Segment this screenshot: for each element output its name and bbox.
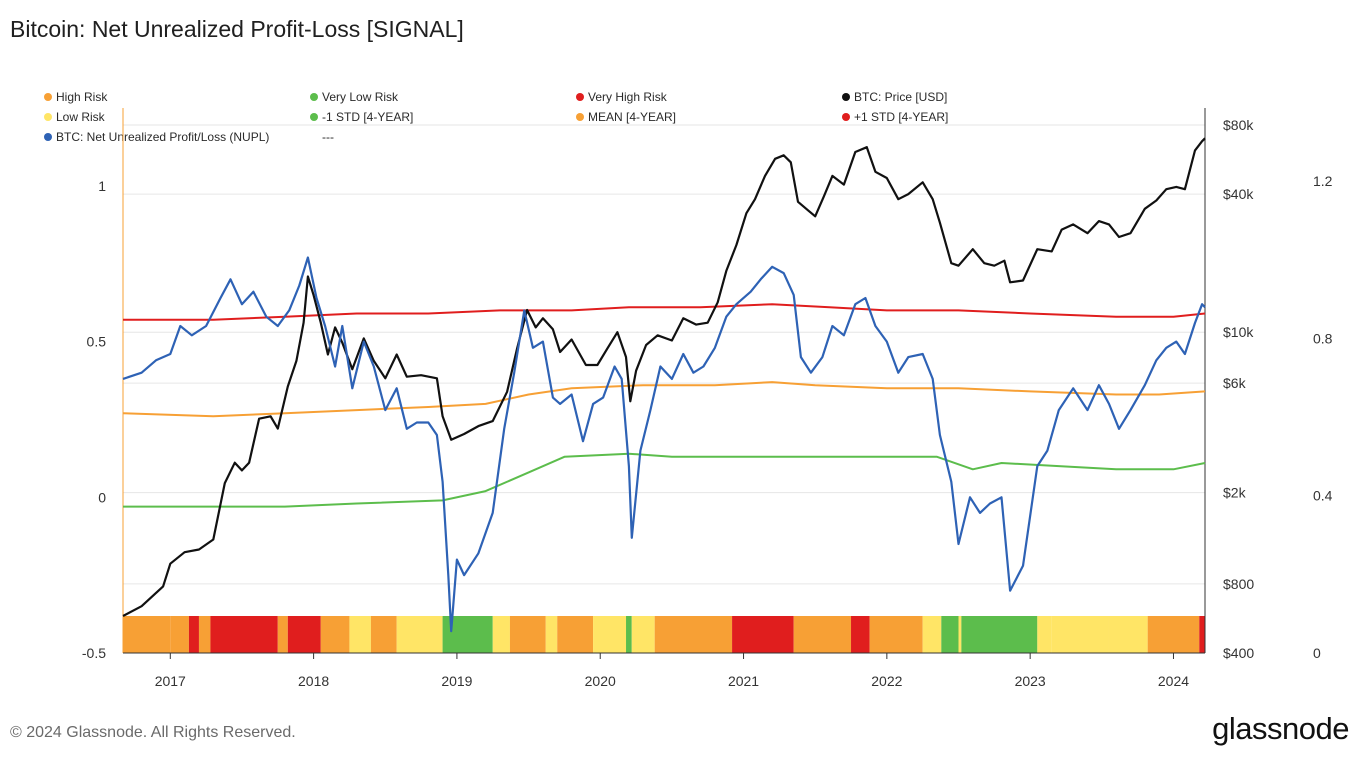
signal-band bbox=[349, 616, 371, 653]
legend-dot-icon bbox=[44, 93, 52, 101]
legend-dot-icon bbox=[44, 113, 52, 121]
signal-band bbox=[545, 616, 558, 653]
signal-band bbox=[631, 616, 655, 653]
signal-band bbox=[732, 616, 794, 653]
x-tick-label: 2024 bbox=[1158, 673, 1189, 689]
legend-item-placeholder: --- bbox=[322, 130, 334, 144]
signal-band bbox=[941, 616, 959, 653]
price-axis-label: $400 bbox=[1223, 645, 1254, 661]
x-tick-label: 2020 bbox=[585, 673, 616, 689]
right-axis-label: 0.4 bbox=[1313, 488, 1333, 504]
price-axis-label: $80k bbox=[1223, 117, 1254, 133]
signal-band bbox=[396, 616, 443, 653]
signal-band bbox=[198, 616, 211, 653]
legend-item-low-risk[interactable]: Low Risk bbox=[44, 110, 105, 124]
signal-band bbox=[320, 616, 350, 653]
legend-item-mean[interactable]: MEAN [4-YEAR] bbox=[576, 110, 676, 124]
x-tick-label: 2019 bbox=[441, 673, 472, 689]
price-axis-label: $6k bbox=[1223, 375, 1247, 391]
signal-band bbox=[654, 616, 733, 653]
signal-band bbox=[958, 616, 962, 653]
signal-band bbox=[1147, 616, 1200, 653]
signal-band bbox=[557, 616, 594, 653]
signal-band bbox=[1051, 616, 1109, 653]
right-axis-label: 0 bbox=[1313, 645, 1321, 661]
signal-band bbox=[1037, 616, 1052, 653]
x-tick-label: 2022 bbox=[871, 673, 902, 689]
left-axis-label: 0 bbox=[98, 489, 106, 505]
signal-band bbox=[170, 616, 189, 653]
signal-band bbox=[626, 616, 632, 653]
glassnode-logo: glassnode bbox=[1212, 711, 1349, 746]
legend-item-plus-1-std[interactable]: +1 STD [4-YEAR] bbox=[842, 110, 948, 124]
signal-band bbox=[961, 616, 1038, 653]
series-line-mean-4-year bbox=[122, 381, 1206, 418]
left-axis-label: -0.5 bbox=[82, 645, 106, 661]
legend-dot-icon bbox=[842, 93, 850, 101]
x-tick-label: 2018 bbox=[298, 673, 329, 689]
left-axis-label: 0.5 bbox=[87, 334, 107, 350]
series-line-1-std-4-year bbox=[123, 303, 1206, 321]
price-axis-label: $2k bbox=[1223, 485, 1247, 501]
series-line-btc-price-usd bbox=[122, 137, 1206, 617]
legend-item-btc-price[interactable]: BTC: Price [USD] bbox=[842, 90, 947, 104]
right-axis-label: 1.2 bbox=[1313, 173, 1333, 189]
legend-dot-icon bbox=[576, 93, 584, 101]
legend-dot-icon bbox=[310, 93, 318, 101]
signal-band bbox=[509, 616, 546, 653]
signal-band bbox=[1199, 616, 1205, 653]
signal-band bbox=[851, 616, 870, 653]
signal-band bbox=[123, 616, 171, 653]
chart-title: Bitcoin: Net Unrealized Profit-Loss [SIG… bbox=[10, 16, 464, 42]
legend: High Risk Very Low Risk Very High Risk B… bbox=[44, 90, 1004, 150]
x-tick-label: 2023 bbox=[1015, 673, 1046, 689]
legend-item-very-low-risk[interactable]: Very Low Risk bbox=[310, 90, 398, 104]
legend-dot-icon bbox=[576, 113, 584, 121]
legend-item-minus-1-std[interactable]: -1 STD [4-YEAR] bbox=[310, 110, 413, 124]
right-axis-label: 0.8 bbox=[1313, 330, 1333, 346]
x-tick-label: 2021 bbox=[728, 673, 759, 689]
signal-band bbox=[370, 616, 397, 653]
signal-band bbox=[492, 616, 510, 653]
series-line-btc-net-unrealized-profit-loss-nupl bbox=[122, 256, 1206, 633]
left-axis-label: 1 bbox=[98, 178, 106, 194]
copyright-text: © 2024 Glassnode. All Rights Reserved. bbox=[10, 724, 296, 741]
signal-band bbox=[1108, 616, 1148, 653]
signal-band bbox=[188, 616, 199, 653]
signal-band bbox=[287, 616, 321, 653]
signal-band bbox=[922, 616, 942, 653]
legend-dot-icon bbox=[842, 113, 850, 121]
legend-dot-icon bbox=[44, 133, 52, 141]
price-axis-label: $40k bbox=[1223, 186, 1254, 202]
signal-band bbox=[593, 616, 627, 653]
signal-band bbox=[277, 616, 288, 653]
legend-item-high-risk[interactable]: High Risk bbox=[44, 90, 107, 104]
price-axis-label: $10k bbox=[1223, 324, 1254, 340]
x-tick-label: 2017 bbox=[155, 673, 186, 689]
signal-band bbox=[869, 616, 923, 653]
signal-band bbox=[210, 616, 278, 653]
legend-item-nupl[interactable]: BTC: Net Unrealized Profit/Loss (NUPL) bbox=[44, 130, 269, 144]
signal-band bbox=[793, 616, 852, 653]
price-axis-label: $800 bbox=[1223, 576, 1254, 592]
legend-dot-icon bbox=[310, 113, 318, 121]
series-line-1-std-4-year bbox=[123, 452, 1206, 508]
legend-item-very-high-risk[interactable]: Very High Risk bbox=[576, 90, 667, 104]
